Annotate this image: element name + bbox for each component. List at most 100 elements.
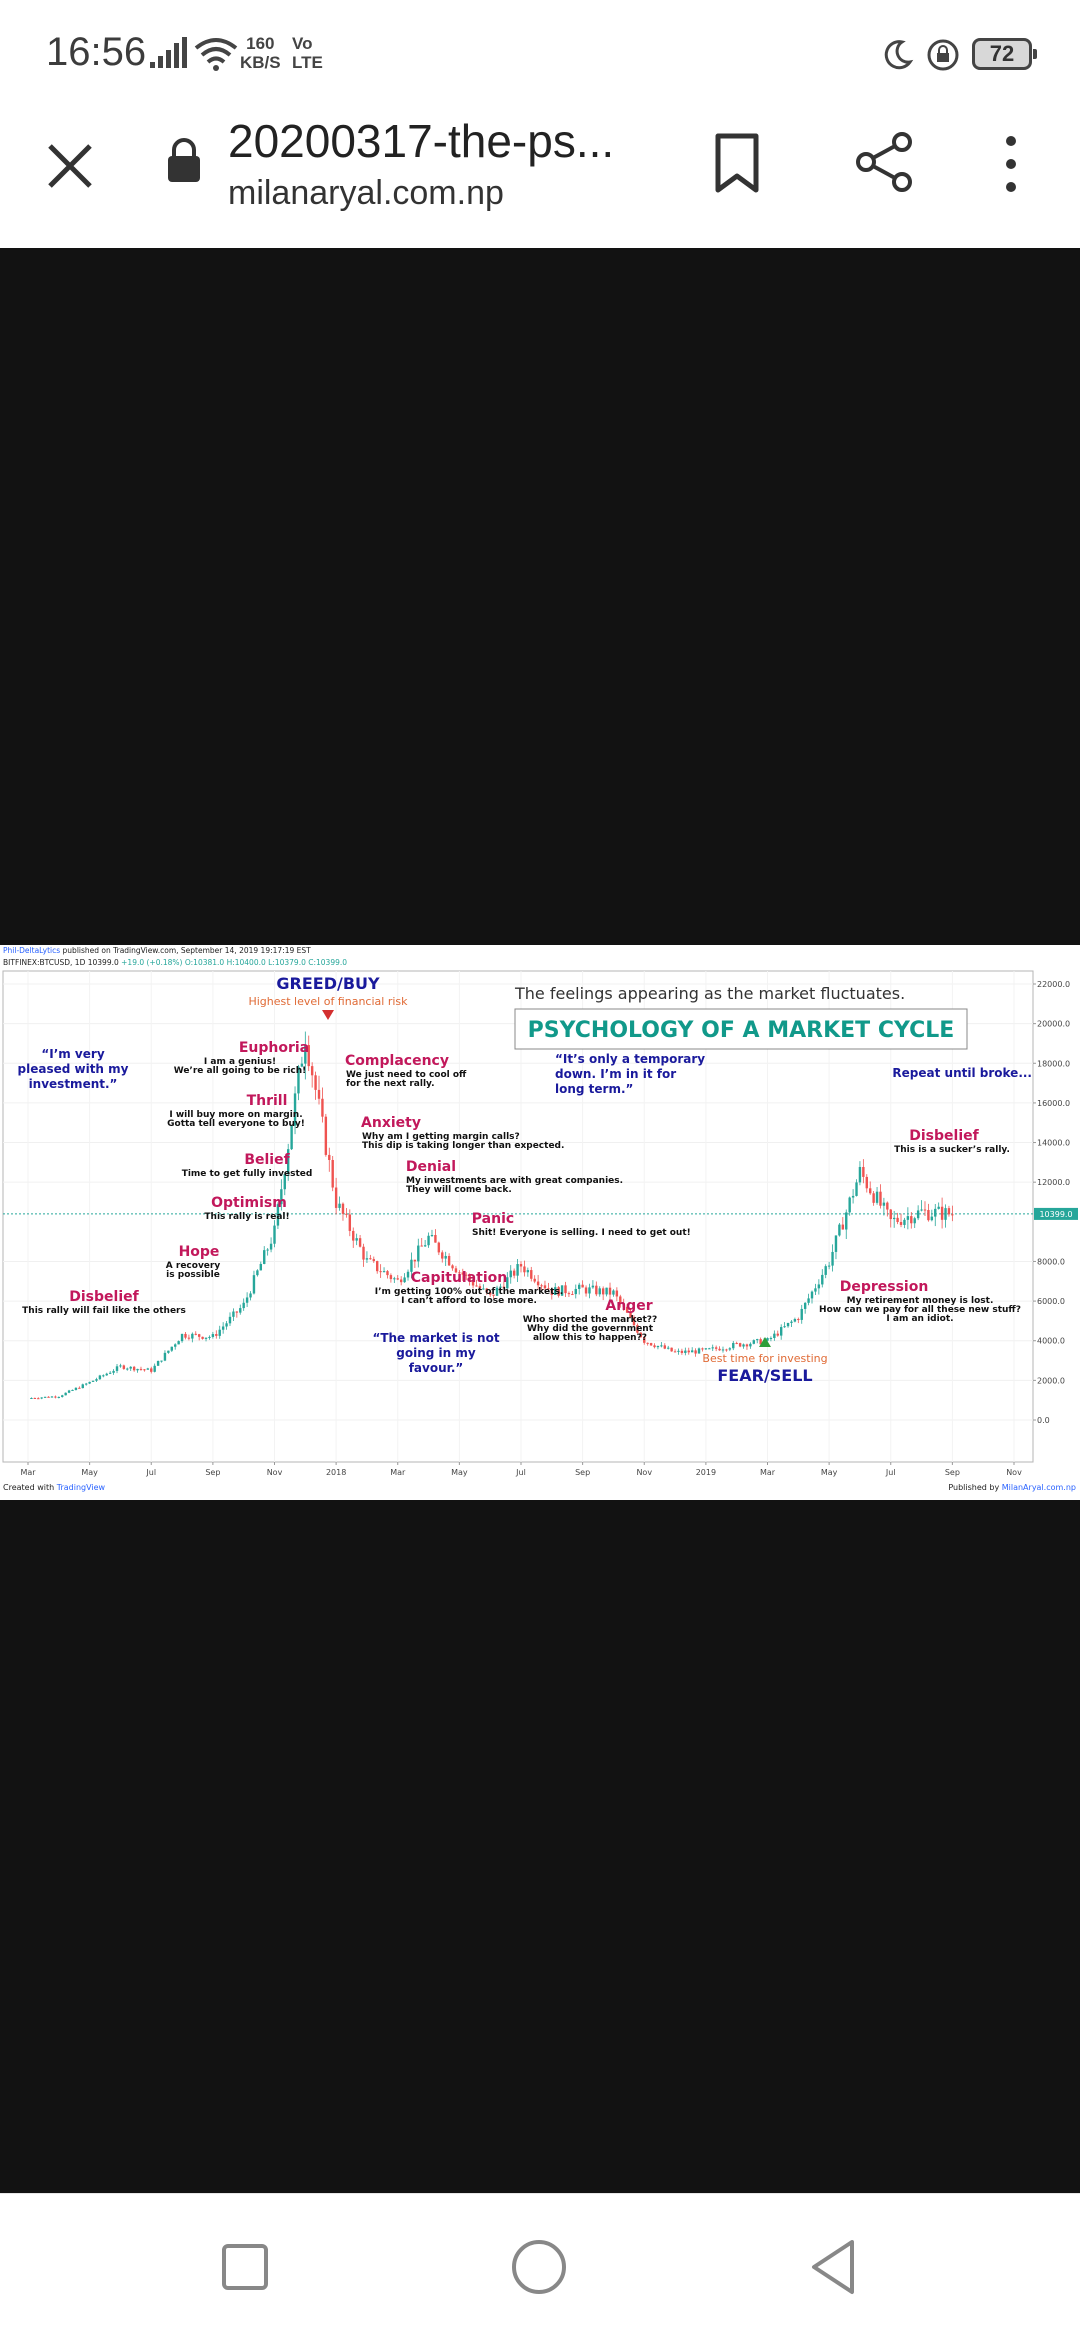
candle-body — [478, 1286, 482, 1289]
candle-body — [153, 1365, 156, 1372]
y-tick-label: 8000.0 — [1037, 1257, 1065, 1266]
candle-body — [290, 1125, 293, 1150]
stage-name: Denial — [406, 1159, 456, 1175]
lock-icon[interactable] — [164, 136, 204, 186]
candle-body — [838, 1224, 841, 1236]
x-tick-label: Sep — [945, 1468, 960, 1477]
home-button[interactable] — [512, 2240, 566, 2294]
candle-body — [807, 1298, 810, 1303]
candle-body — [485, 1288, 488, 1292]
candle-body — [756, 1339, 759, 1341]
candle-body — [937, 1206, 940, 1209]
candle-body — [201, 1336, 204, 1339]
candle-body — [817, 1284, 821, 1289]
stage-caption: Why did the government — [527, 1324, 654, 1334]
candle-body — [232, 1311, 235, 1317]
x-tick-label: Nov — [636, 1468, 652, 1477]
quote-line: investment.” — [29, 1077, 118, 1091]
bookmark-icon[interactable] — [712, 132, 762, 194]
candle-body — [581, 1284, 584, 1288]
candle-body — [382, 1271, 386, 1273]
chart-title-box — [514, 1008, 968, 1050]
candle-body — [177, 1341, 180, 1345]
candle-body — [673, 1351, 677, 1353]
candle-body — [680, 1350, 684, 1353]
page-title[interactable]: 20200317-the-ps... — [228, 115, 615, 167]
candle-body — [321, 1098, 324, 1117]
candle-body — [869, 1188, 872, 1194]
candle-body — [334, 1187, 338, 1208]
candle-body — [81, 1384, 84, 1389]
candle-body — [502, 1286, 506, 1289]
candle-body — [749, 1343, 752, 1347]
candle-body — [338, 1203, 341, 1208]
candle-body — [369, 1258, 372, 1260]
candle-body — [263, 1250, 266, 1264]
page-url[interactable]: milanaryal.com.np — [228, 174, 504, 212]
stage-name: Complacency — [345, 1053, 449, 1069]
candle-body — [824, 1266, 827, 1275]
candle-body — [389, 1275, 393, 1280]
greed-note: Highest level of financial risk — [248, 995, 408, 1008]
candle-body — [821, 1274, 824, 1285]
candle-body — [403, 1277, 406, 1283]
candle-body — [776, 1333, 779, 1336]
candle-body — [886, 1202, 889, 1210]
candle-body — [249, 1293, 252, 1298]
candle-body — [427, 1235, 430, 1246]
candle-body — [228, 1316, 232, 1324]
share-icon[interactable] — [852, 130, 916, 194]
candle-body — [779, 1327, 783, 1336]
candle-body — [769, 1338, 773, 1340]
more-icon[interactable] — [996, 132, 1026, 196]
volte-indicator: Vo LTE — [292, 34, 323, 72]
candle-body — [656, 1345, 660, 1348]
candle-body — [571, 1294, 574, 1296]
candle-body — [834, 1235, 838, 1252]
repeat-note: Repeat until broke... — [892, 1066, 1032, 1080]
candle-body — [543, 1285, 547, 1289]
buy-marker-icon — [759, 1337, 771, 1347]
back-button[interactable] — [808, 2238, 858, 2296]
candle-body — [242, 1302, 245, 1309]
candle-body — [488, 1291, 492, 1295]
chart-footer-right: Published by MilanAryal.com.np — [948, 1483, 1076, 1492]
close-icon[interactable] — [40, 136, 100, 196]
sell-marker-icon — [322, 1010, 334, 1020]
quote-line: “I’m very — [41, 1047, 104, 1061]
candle-body — [745, 1344, 749, 1347]
quote-temporary: “It’s only a temporary down. I’m in it f… — [555, 1052, 705, 1096]
candle-body — [256, 1270, 259, 1276]
quote-line: “The market is not — [372, 1331, 499, 1345]
recent-apps-button[interactable] — [222, 2244, 268, 2290]
page-content[interactable]: Phil-DeltaLytics published on TradingVie… — [0, 248, 1080, 2193]
candle-body — [143, 1369, 146, 1371]
candle-body — [786, 1322, 790, 1327]
candle-body — [940, 1206, 944, 1220]
candle-body — [78, 1387, 81, 1389]
candle-body — [119, 1365, 122, 1367]
candle-body — [386, 1271, 389, 1276]
candle-body — [783, 1326, 786, 1328]
candle-body — [872, 1193, 875, 1203]
candle-body — [406, 1271, 410, 1278]
candle-body — [146, 1368, 150, 1370]
candle-body — [697, 1348, 701, 1354]
y-tick-label: 14000.0 — [1037, 1139, 1070, 1148]
candle-body — [194, 1333, 197, 1335]
y-tick-label: 20000.0 — [1037, 1020, 1070, 1029]
x-tick-label: May — [821, 1468, 838, 1477]
quote-line: “It’s only a temporary — [555, 1052, 705, 1066]
candle-body — [646, 1342, 649, 1344]
candle-body — [245, 1297, 249, 1303]
wifi-icon — [194, 38, 238, 71]
quote-line: going in my — [396, 1346, 476, 1360]
current-price-label: 10399.0 — [1039, 1210, 1072, 1219]
candle-body — [714, 1347, 718, 1349]
current-price-tag — [1034, 1207, 1078, 1220]
candle-body — [509, 1270, 512, 1278]
x-tick-label: Nov — [267, 1468, 283, 1477]
candle-body — [567, 1293, 571, 1295]
